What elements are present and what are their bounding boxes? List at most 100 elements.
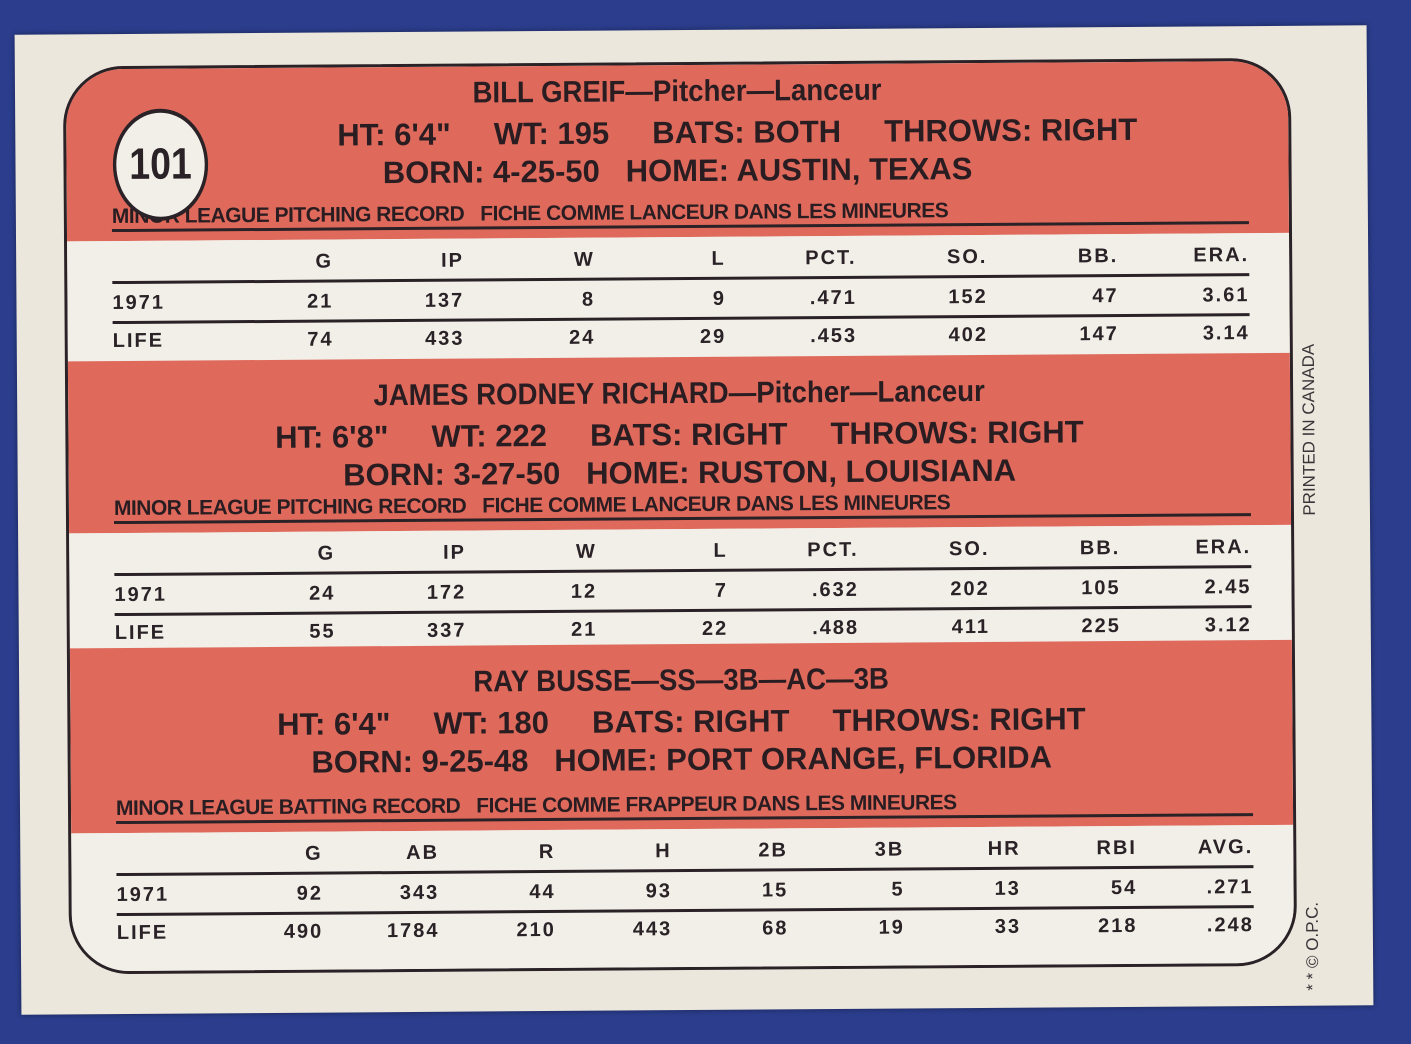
table-row: LIFE 74 433 24 29 .453 402 147 3.14 [113,315,1250,359]
column-header: AVG. [1197,835,1254,858]
table-cell: 3.61 [1202,283,1250,306]
column-header: W [575,540,597,563]
card-number-badge: 101 [112,108,209,222]
table-cell: LIFE [112,329,165,352]
table-cell: 433 [425,327,465,350]
table-header: G AB R H 2B 3B HR RBI AVG. [116,829,1254,877]
table-cell: 152 [948,285,988,308]
table-cell: 1971 [114,583,168,606]
table-cell: 7 [714,579,729,602]
table-cell: .453 [810,324,858,347]
table-cell: 47 [1092,284,1119,307]
table-cell: 337 [427,619,467,642]
record-title: MINOR LEAGUE PITCHING RECORD FICHE COMME… [111,197,1249,233]
player-name: BILL GREIF—Pitcher—Lanceur [472,73,882,110]
player-header-2: JAMES RODNEY RICHARD—Pitcher—Lanceur HT: … [67,352,1292,534]
table-cell: 147 [1079,322,1119,345]
table-cell: 1784 [386,919,440,942]
player-measurements: HT: 6'4" WT: 180 BATS: RIGHT THROWS: RIG… [276,701,1086,742]
table-cell: 44 [529,880,556,903]
column-header [114,554,204,555]
table-cell: 33 [994,915,1022,938]
column-header: PCT. [807,538,859,561]
column-header: R [538,840,556,863]
table-cell: 29 [699,325,727,348]
table-cell: 443 [632,917,673,940]
table-cell: 93 [645,879,672,902]
column-header: SO. [946,245,988,268]
table-cell: 202 [950,577,990,600]
table-cell: 92 [296,882,324,905]
table-cell: 19 [878,916,905,939]
table-cell: 8 [581,288,596,311]
table-cell: 13 [994,877,1021,900]
column-header: L [713,539,728,562]
table-cell: .248 [1206,913,1254,936]
table-cell: 24 [309,582,336,605]
column-header: L [711,247,726,270]
column-header: AB [406,841,440,864]
table-cell: 411 [951,615,991,638]
table-cell: LIFE [116,921,169,944]
table-cell: 5 [891,878,905,901]
table-cell: 12 [570,580,598,603]
player-header-1: BILL GREIF—Pitcher—Lanceur HT: 6'4" WT: 1… [65,60,1290,242]
column-header: SO. [948,537,990,560]
table-cell: .471 [809,286,857,309]
table-cell: 210 [516,918,556,941]
column-header: BB. [1077,244,1119,267]
player-name: JAMES RODNEY RICHARD—Pitcher—Lanceur [373,374,985,413]
column-header [116,854,206,855]
player-measurements: HT: 6'4" WT: 195 BATS: BOTH THROWS: RIGH… [337,111,1138,153]
copyright-opc: * * © O.P.C. [1302,901,1323,991]
table-cell: 21 [307,290,334,313]
table-header: G IP W L PCT. SO. BB. ERA. [112,237,1250,285]
player-born-home: BORN: 4-25-50 HOME: AUSTIN, TEXAS [382,151,973,191]
table-cell: 74 [307,328,334,351]
table-cell: 15 [761,878,789,902]
column-header: IP [440,249,465,272]
column-header: RBI [1096,836,1137,859]
record-title: MINOR LEAGUE PITCHING RECORD FICHE COMME… [113,489,1251,525]
player-header-3: RAY BUSSE—SS—3B—AC—3B HT: 6'4" WT: 180 BA… [69,639,1294,834]
column-header: G [305,842,323,865]
table-cell: 172 [426,581,467,604]
table-cell: 68 [762,916,789,940]
table-cell: 218 [1098,914,1138,937]
printed-in-canada: PRINTED IN CANADA [1298,343,1319,516]
table-cell: 402 [948,323,989,346]
stats-table-1: G IP W L PCT. SO. BB. ERA. 1971 21 137 8 9 .471 152 47 3… [67,232,1290,362]
record-title: MINOR LEAGUE BATTING RECORD FICHE COMME … [115,789,1254,825]
column-header: 3B [874,838,905,861]
column-header: IP [442,541,467,564]
column-header: G [317,542,336,565]
table-cell: .271 [1206,875,1254,898]
column-header: ERA. [1195,535,1252,558]
table-cell: 225 [1081,614,1121,637]
table-cell: .632 [811,578,859,601]
column-header: G [315,250,334,273]
table-cell: 55 [309,620,336,643]
column-header: HR [987,837,1021,860]
player-born-home: BORN: 3-27-50 HOME: RUSTON, LOUISIANA [343,452,1017,493]
column-header: ERA. [1193,243,1250,267]
table-cell: 21 [571,618,598,641]
table-cell: 1971 [112,291,166,314]
table-header: G IP W L PCT. SO. BB. ERA. [114,529,1252,577]
player-born-home: BORN: 9-25-48 HOME: PORT ORANGE, FLORIDA [311,739,1053,780]
table-cell: 1971 [116,883,170,906]
stats-table-2: G IP W L PCT. SO. BB. ERA. 1971 24 172 12 7 .632 202 10… [69,524,1292,649]
column-header: 2B [758,838,789,862]
table-cell: 9 [712,287,727,310]
column-header: BB. [1079,536,1121,559]
table-cell: 137 [424,289,465,312]
player-measurements: HT: 6'8" WT: 222 BATS: RIGHT THROWS: RIG… [274,414,1084,455]
table-row: LIFE 490 1784 210 443 68 19 33 218 .248 [117,907,1254,951]
stats-table-3: G AB R H 2B 3B HR RBI AVG. 1971 92 343 44 93 15 5 13 54 .2… [71,824,1295,972]
column-header: PCT. [805,246,857,269]
table-cell: 3.12 [1204,613,1252,636]
column-header: H [655,839,672,862]
table-cell: 490 [283,920,324,943]
table-cell: 22 [701,617,729,640]
table-cell: 2.45 [1204,575,1252,598]
